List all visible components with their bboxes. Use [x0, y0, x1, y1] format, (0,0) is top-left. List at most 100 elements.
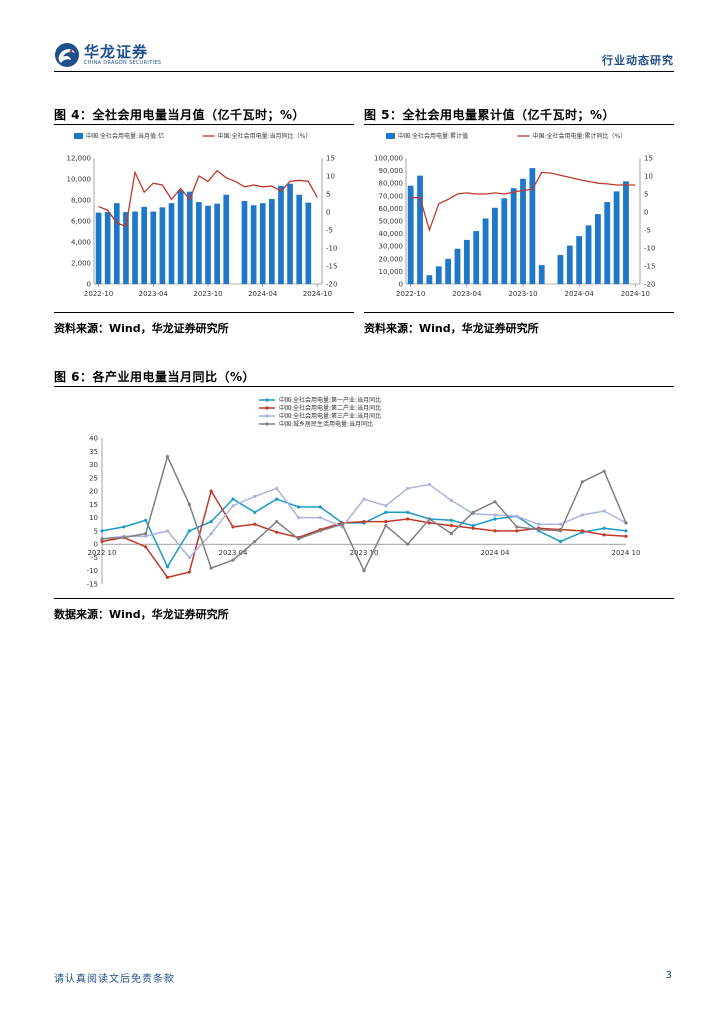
page-header: 华龙证券 CHINA DRAGON SECURITIES 行业动态研究 [54, 40, 674, 70]
fig6-title: 图 6：各产业用电量当月同比（%） [54, 370, 256, 384]
fig6-series-point-3 [602, 509, 606, 513]
fig6-legend-label-4: 中国:城乡居民生活用电量:当月同比 [279, 420, 373, 428]
fig6-series-point-2 [231, 525, 235, 529]
fig5-yoy-line [410, 171, 636, 233]
fig4-bar [223, 194, 230, 284]
report-type-label: 行业动态研究 [602, 54, 674, 67]
fig4-yoy-line [98, 169, 318, 228]
fig5-bottom-rule [364, 312, 674, 313]
fig5-bar [407, 185, 414, 284]
fig4-ytick-left: 8,000 [71, 197, 91, 205]
fig4-bar [278, 185, 284, 284]
fig6-series-point-4 [493, 500, 497, 504]
fig4-xtick-label: 2022-10 [84, 290, 113, 298]
fig6-series-point-4 [624, 521, 628, 525]
fig5-xtick-label: 2023-10 [508, 290, 537, 298]
fig5-top-rule [364, 124, 674, 125]
fig6-series-point-3 [406, 486, 410, 491]
fig6-series-point-3 [209, 531, 213, 536]
fig4-bar [205, 205, 211, 284]
fig4-bar [104, 212, 111, 284]
fig5-source: 资料来源：Wind，华龙证券研究所 [364, 322, 539, 335]
fig4-ytick-right: 5 [326, 191, 330, 199]
fig6-series-point-4 [580, 480, 584, 484]
fig4-chart: 0 2,000 4,000 6,000 8,000 10,000 12,000 -20 -15 -… [54, 126, 354, 306]
fig6-series-point-4 [209, 566, 213, 570]
fig4-ytick-right: -5 [326, 227, 333, 235]
fig6-series-point-1 [275, 497, 279, 501]
fig6-series-point-2 [362, 520, 366, 524]
fig6-series-point-1 [144, 518, 148, 522]
fig6-xtick-label: 2024 04 [481, 549, 510, 557]
fig6-ytick: 10 [89, 514, 98, 522]
fig6-series-point-4 [231, 558, 235, 562]
fig6-series-point-1 [318, 505, 322, 509]
fig6-series-point-4 [275, 520, 279, 524]
fig6-series-point-2 [602, 533, 606, 537]
fig4-bar [150, 211, 157, 284]
fig5-ytick-left: 70,000 [379, 192, 404, 200]
fig6-ytick: 0 [94, 541, 98, 549]
fig6-series-point-3 [580, 513, 584, 517]
fig4-bar [168, 203, 175, 284]
fig6-series-point-3 [427, 482, 432, 487]
fig6-series-point-1 [253, 510, 257, 514]
header-divider [54, 71, 674, 72]
fig4-bottom-rule [54, 312, 354, 313]
fig5-legend-bar-swatch [386, 133, 395, 139]
fig4-bar [296, 194, 303, 284]
fig6-series-point-4 [187, 502, 191, 506]
fig4-bar [214, 203, 220, 284]
fig6-ytick: -10 [87, 567, 98, 575]
fig5-title: 图 5：全社会用电量累计值（亿千瓦时；%） [364, 108, 616, 122]
fig4-source: 资料来源：Wind，华龙证券研究所 [54, 322, 229, 335]
fig5-ytick-left: 10,000 [379, 268, 404, 276]
fig4-bar [250, 205, 257, 284]
fig6-series-point-2 [427, 521, 432, 525]
fig6-series-point-4 [296, 537, 301, 541]
fig5-ytick-right: 0 [644, 209, 648, 217]
fig6-series-point-3 [493, 513, 497, 517]
fig4-ytick-left: 12,000 [67, 155, 92, 163]
fig6-series-point-2 [384, 520, 388, 524]
fig4-legend-line-label: 中国:全社会用电量:当月同比（%） [218, 132, 312, 140]
fig4-bar [141, 206, 147, 284]
fig6-ytick: 30 [89, 461, 98, 469]
fig5-bar [585, 225, 592, 284]
fig4-bar [132, 211, 138, 284]
fig5-bar [538, 265, 545, 284]
brand-name-cn: 华龙证券 [84, 42, 149, 61]
fig5-ytick-left: 100,000 [374, 155, 403, 163]
fig4-svg: 0 2,000 4,000 6,000 8,000 10,000 12,000 -20 -15 -… [67, 132, 338, 298]
fig6-ytick: 5 [94, 527, 98, 535]
fig4-ytick-right: 15 [326, 155, 335, 163]
fig6-series-point-4 [100, 537, 104, 541]
fig6-series-point-4 [122, 535, 126, 540]
fig6-legend-label-1: 中国:全社会用电量:第一产业:当月同比 [279, 396, 381, 404]
fig6-ytick: -5 [91, 554, 98, 562]
fig6-source: 数据来源：Wind，华龙证券研究所 [54, 608, 229, 621]
fig5-ytick-left: 80,000 [379, 180, 404, 188]
fig5-bar [492, 207, 498, 284]
fig6-series-point-2 [100, 539, 104, 544]
fig6-legend-marker-3 [265, 414, 269, 418]
fig6-series-point-2 [165, 575, 170, 579]
fig6-series-point-4 [449, 531, 453, 536]
fig6-legend-marker-1 [265, 398, 269, 402]
fig5-bar [501, 198, 508, 284]
fig4-xtick-label: 2024-04 [248, 290, 278, 298]
fig5-bar [623, 181, 629, 284]
fig5-bar [435, 266, 442, 284]
fig4-ytick-right: -20 [326, 281, 337, 289]
fig5-bar [473, 231, 480, 284]
fig5-xtick-label: 2024-10 [621, 290, 650, 298]
fig6-chart: -15 -10 -5 0 5 10 15 20 25 30 35 40 2022 10 2023 04 20… [54, 388, 674, 594]
fig6-series-point-1 [122, 525, 126, 529]
fig6-top-rule [54, 386, 674, 387]
fig6-series-point-2 [449, 524, 453, 528]
fig6-series-point-3 [384, 504, 388, 508]
fig5-bar [557, 255, 564, 284]
fig5-legend-bar-label: 中国:全社会用电量:累计值 [398, 132, 468, 140]
fig5-ytick-left: 50,000 [379, 218, 404, 226]
fig4-ytick-left: 4,000 [71, 239, 91, 247]
